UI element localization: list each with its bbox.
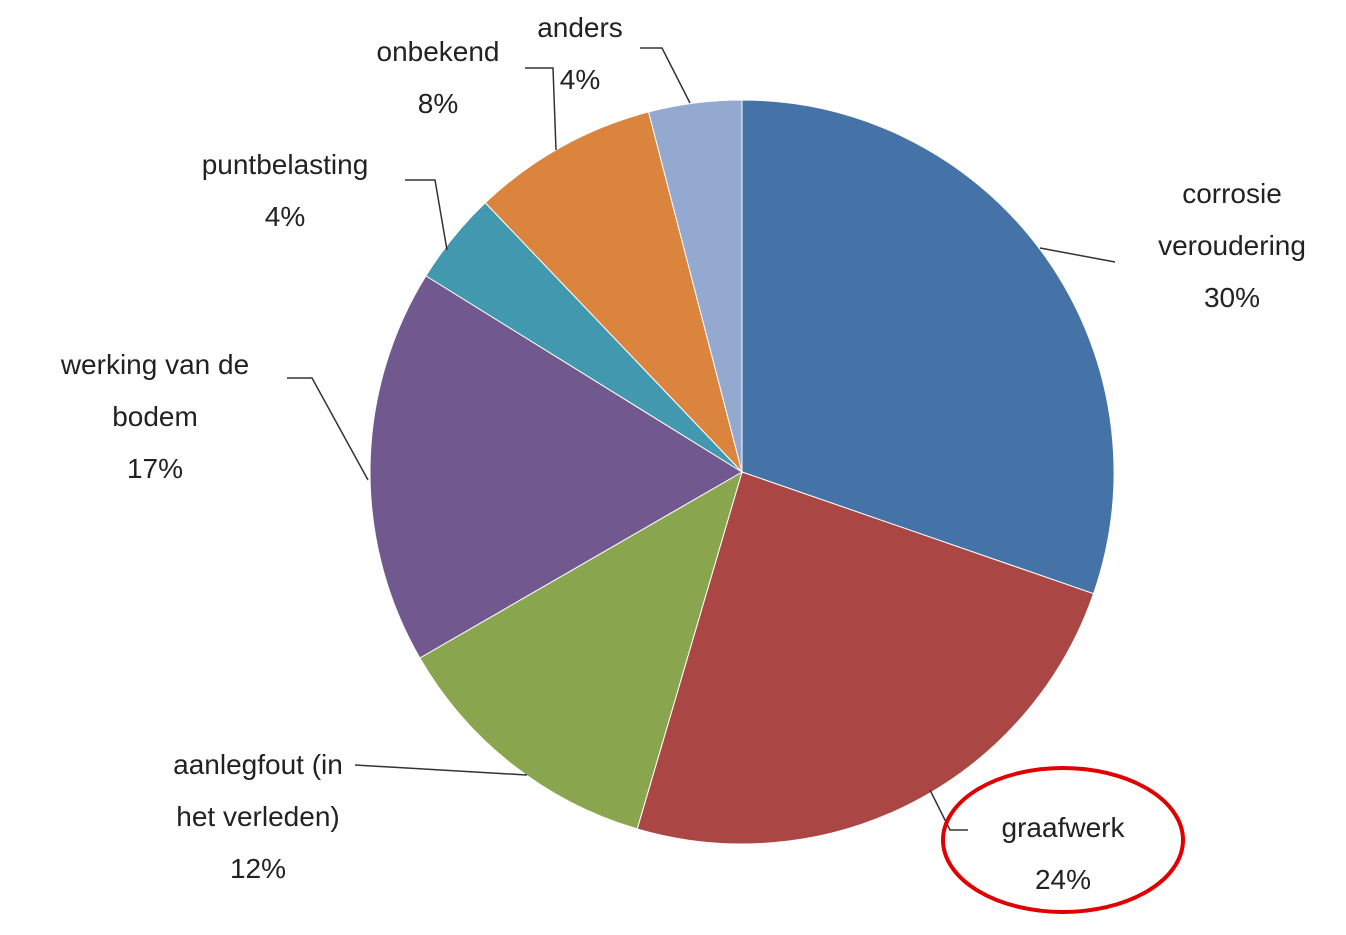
leader-line (287, 377, 369, 481)
slice-label: aanlegfout (in het verleden) 12% (173, 739, 343, 895)
leader-lines (287, 47, 1116, 831)
value-label: 4% (559, 64, 601, 95)
value-label: 30% (1203, 282, 1261, 313)
slices (369, 99, 1115, 845)
category-label: corrosie veroudering (1158, 178, 1306, 261)
leader-line (640, 47, 691, 104)
category-label: graafwerk (1001, 812, 1125, 843)
leader-line (405, 179, 448, 251)
leader-line (525, 67, 557, 151)
leader-line (354, 764, 528, 776)
pie-slice (419, 470, 743, 830)
slice-label: puntbelasting 4% (202, 139, 369, 243)
value-label: 12% (229, 853, 287, 884)
pie-slice (647, 99, 743, 473)
slice-label: corrosie veroudering 30% (1112, 168, 1346, 324)
value-label: 17% (126, 453, 184, 484)
category-label: anders (537, 12, 623, 43)
category-label: onbekend (376, 36, 500, 67)
category-label: aanlegfout (in het verleden) (173, 749, 343, 832)
category-label: werking van de bodem (60, 349, 250, 432)
leader-line (929, 789, 968, 831)
leader-line (1039, 247, 1116, 263)
value-label: 4% (264, 201, 306, 232)
pie-slice (484, 111, 743, 474)
slice-label: graafwerk 24% (1002, 802, 1125, 906)
highlight-circle (941, 766, 1185, 914)
pie-slice (636, 471, 1095, 845)
value-label: 8% (417, 88, 459, 119)
slice-label: onbekend 8% (376, 26, 499, 130)
value-label: 24% (1034, 864, 1092, 895)
slice-label: werking van de bodem 17% (25, 339, 285, 495)
pie-slice (369, 275, 743, 659)
slice-label: anders 4% (537, 2, 623, 106)
category-label: puntbelasting (201, 149, 369, 180)
pie-slice (741, 99, 1115, 595)
